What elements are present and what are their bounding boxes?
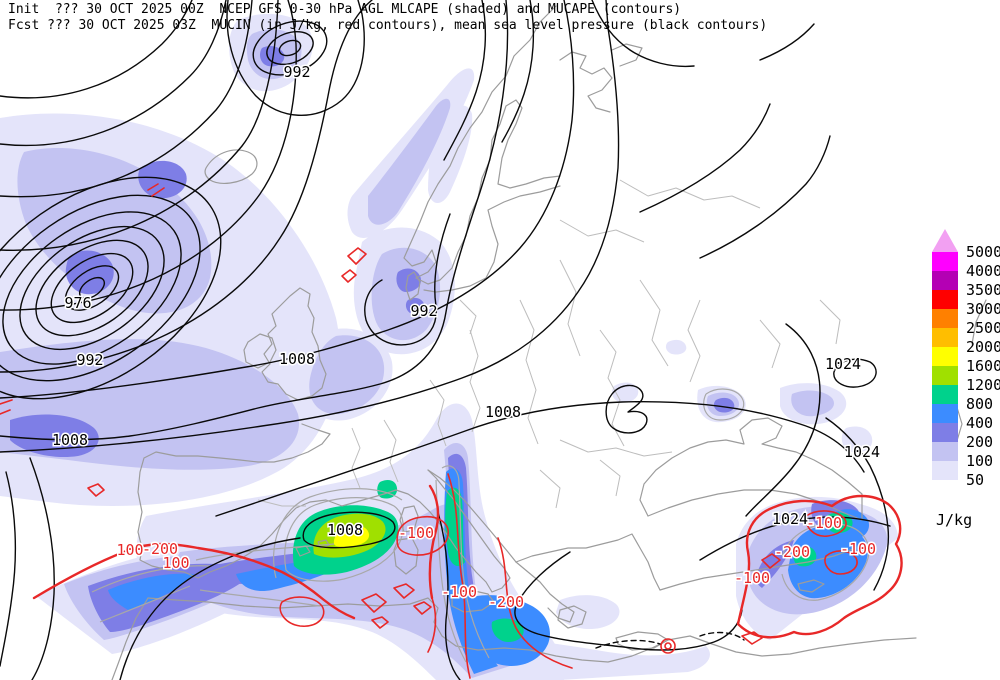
mucin-contour-layer — [0, 183, 903, 679]
mucin-label: -100 — [441, 583, 477, 601]
mucin-label: -100 — [398, 524, 434, 542]
legend-color-box — [932, 328, 958, 347]
legend-color-box — [932, 423, 958, 442]
legend-tick-label: 1600 — [966, 357, 1000, 375]
legend-tick-label: 800 — [966, 395, 993, 413]
legend-color-box — [932, 347, 958, 366]
legend-color-box — [932, 385, 958, 404]
legend-tick-label: 100 — [966, 452, 993, 470]
legend-color-box — [932, 366, 958, 385]
legend-tick-label: 2000 — [966, 338, 1000, 356]
mucin-label: -200 — [774, 543, 810, 561]
legend-tick-label: 2500 — [966, 319, 1000, 337]
legend-tick-label: 200 — [966, 433, 993, 451]
legend-color-box — [932, 309, 958, 328]
header-init-line: Init ??? 30 OCT 2025 00Z NCEP GFS 0-30 h… — [8, 2, 682, 17]
pressure-label: 1008 — [52, 431, 88, 449]
legend-color-box — [932, 271, 958, 290]
legend-color-box — [932, 252, 958, 271]
mucin-label: 100 — [162, 554, 189, 572]
pressure-label: 976 — [64, 294, 91, 312]
mucin-label: -200 — [142, 540, 178, 558]
legend-tick-label: 1200 — [966, 376, 1000, 394]
legend-tick-label: 400 — [966, 414, 993, 432]
pressure-label: 1024 — [844, 443, 880, 461]
legend-tick-label: 3000 — [966, 300, 1000, 318]
pressure-label: 992 — [283, 63, 310, 81]
contour-label-layer: 976 992 1008 992 992 1008 1008 1008 1024 1024 1024… — [50, 62, 881, 613]
mucin-label: -100 — [806, 514, 842, 532]
mucin-label: -200 — [488, 593, 524, 611]
mslp-isobar-layer — [0, 0, 891, 680]
pressure-label: 1008 — [485, 403, 521, 421]
pressure-label: 992 — [410, 302, 437, 320]
pressure-label: 1008 — [279, 350, 315, 368]
pressure-label: 1008 — [327, 521, 363, 539]
mucin-label: -100 — [734, 569, 770, 587]
legend-tick-label: 4000 — [966, 262, 1000, 280]
legend-color-box — [932, 404, 958, 423]
legend-overflow-triangle — [932, 229, 958, 252]
legend-color-box — [932, 461, 958, 480]
header-fcst-line: Fcst ??? 30 OCT 2025 03Z MUCIN (in J/kg,… — [8, 18, 768, 33]
legend-units-label: J/kg — [936, 511, 972, 529]
mucape-contour-layer — [91, 388, 870, 663]
legend-color-box — [932, 442, 958, 461]
mucin-label: 100 — [116, 541, 143, 559]
mlcape-shading-layer — [0, 13, 898, 680]
pressure-label: 1024 — [825, 355, 861, 373]
legend-tick-label: 3500 — [966, 281, 1000, 299]
mucin-label: -100 — [840, 540, 876, 558]
legend-tick-label: 5000 — [966, 243, 1000, 261]
legend-tick-label: 50 — [966, 471, 984, 489]
country-border-layer — [257, 179, 841, 509]
legend-color-box — [932, 290, 958, 309]
pressure-label: 992 — [76, 351, 103, 369]
pressure-label: 1024 — [772, 510, 808, 528]
cape-color-legend: 5000400035003000250020001600120080040020… — [932, 229, 1000, 529]
